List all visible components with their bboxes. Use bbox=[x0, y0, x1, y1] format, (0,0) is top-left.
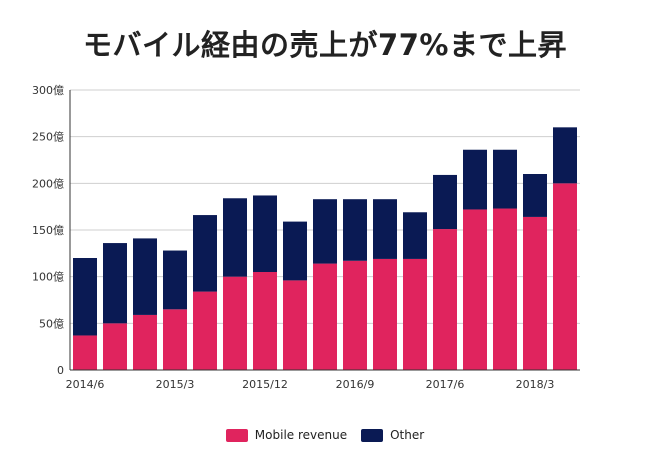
bar-other bbox=[343, 199, 367, 261]
x-tick-label: 2015/3 bbox=[156, 378, 195, 391]
y-tick-label: 50億 bbox=[39, 317, 64, 330]
legend-swatch bbox=[225, 428, 248, 442]
bar-mobile-revenue bbox=[463, 209, 487, 370]
y-tick-label: 100億 bbox=[32, 271, 64, 284]
bar-mobile-revenue bbox=[163, 309, 187, 370]
bar-other bbox=[193, 215, 217, 292]
x-tick-label: 2018/3 bbox=[516, 378, 555, 391]
bar-other bbox=[373, 199, 397, 259]
bar-mobile-revenue bbox=[223, 276, 247, 370]
y-tick-label: 300億 bbox=[32, 84, 64, 97]
axis-layer bbox=[69, 90, 580, 371]
bar-mobile-revenue bbox=[553, 183, 577, 370]
bar-other bbox=[133, 238, 157, 315]
bar-mobile-revenue bbox=[283, 280, 307, 370]
bar-mobile-revenue bbox=[313, 263, 337, 370]
label-layer: 0 50億 100億 150億 200億 250億 300億 2014/6 2015/3 2015… bbox=[32, 84, 554, 391]
bar-other bbox=[163, 250, 187, 310]
y-tick-label: 0 bbox=[57, 364, 64, 377]
bar-mobile-revenue bbox=[373, 258, 397, 370]
x-tick-label: 2015/12 bbox=[242, 378, 288, 391]
bar-other bbox=[403, 212, 427, 259]
y-tick-label: 200億 bbox=[32, 177, 64, 190]
bar-mobile-revenue bbox=[433, 229, 457, 370]
bar-other bbox=[493, 149, 517, 209]
bar-mobile-revenue bbox=[403, 258, 427, 370]
bar-other bbox=[463, 149, 487, 210]
legend-swatch bbox=[361, 428, 384, 442]
legend-label: Mobile revenue bbox=[254, 428, 348, 442]
bar-other bbox=[223, 198, 247, 277]
x-tick-label: 2017/6 bbox=[426, 378, 465, 391]
bar-other bbox=[313, 199, 337, 264]
y-tick-label: 150億 bbox=[32, 224, 64, 237]
legend: Mobile revenue Other bbox=[0, 428, 650, 442]
bar-other bbox=[253, 195, 277, 272]
bar-other bbox=[553, 127, 577, 184]
x-tick-label: 2016/9 bbox=[336, 378, 375, 391]
bar-other bbox=[73, 258, 97, 336]
y-tick-label: 250億 bbox=[32, 131, 64, 144]
bar-mobile-revenue bbox=[193, 291, 217, 370]
legend-label: Other bbox=[390, 428, 425, 442]
x-tick-label: 2014/6 bbox=[66, 378, 105, 391]
legend-item[interactable]: Other bbox=[361, 428, 424, 442]
bar-mobile-revenue bbox=[133, 314, 157, 370]
bar-mobile-revenue bbox=[523, 216, 547, 370]
bar-mobile-revenue bbox=[73, 335, 97, 370]
bar-other bbox=[283, 221, 307, 281]
bar-mobile-revenue bbox=[103, 323, 127, 370]
bar-other bbox=[523, 174, 547, 217]
bar-mobile-revenue bbox=[253, 272, 277, 370]
legend-item[interactable]: Mobile revenue bbox=[225, 428, 348, 442]
bar-mobile-revenue bbox=[493, 208, 517, 370]
bar-mobile-revenue bbox=[343, 260, 367, 370]
chart-title: モバイル経由の売上が77%まで上昇 bbox=[83, 28, 567, 62]
bar-other bbox=[433, 174, 457, 230]
bar-other bbox=[103, 243, 127, 324]
bars-layer bbox=[73, 127, 577, 370]
